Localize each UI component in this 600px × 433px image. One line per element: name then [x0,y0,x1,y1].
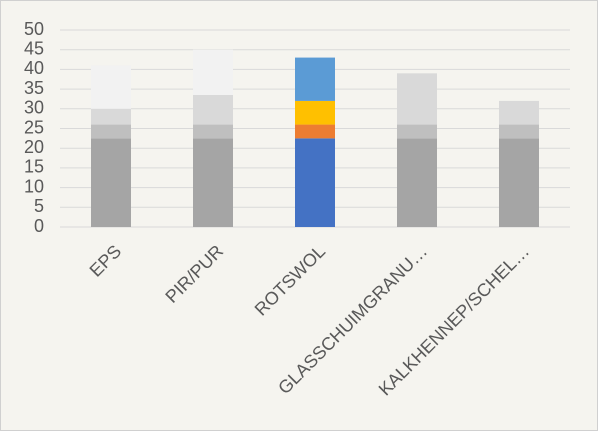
y-tick-label: 0 [34,216,44,236]
bar-segment [193,49,233,96]
bar-segment [397,73,437,125]
bar-segment [193,138,233,227]
bar-segment [193,124,233,139]
bar-segment [499,138,539,227]
bar-segment [499,100,539,125]
y-tick-label: 45 [24,38,44,58]
y-tick-label: 15 [24,157,44,177]
y-tick-label: 50 [24,19,44,39]
y-tick-label: 25 [24,117,44,137]
bar-segment [91,65,131,109]
bar-segment [91,124,131,139]
y-tick-label: 30 [24,98,44,118]
bar-segment [499,124,539,139]
bar-segment [295,100,335,125]
y-tick-label: 40 [24,58,44,78]
bar-segment [193,95,233,125]
bar-segment [91,138,131,227]
bar-segment [91,108,131,125]
y-tick-label: 10 [24,176,44,196]
bar-segment [295,57,335,101]
y-tick-label: 5 [34,196,44,216]
bar-segment [397,124,437,139]
bar-segment [295,124,335,139]
bar-segment [397,138,437,227]
y-tick-label: 35 [24,78,44,98]
bar-segment [295,138,335,227]
y-tick-label: 20 [24,137,44,157]
